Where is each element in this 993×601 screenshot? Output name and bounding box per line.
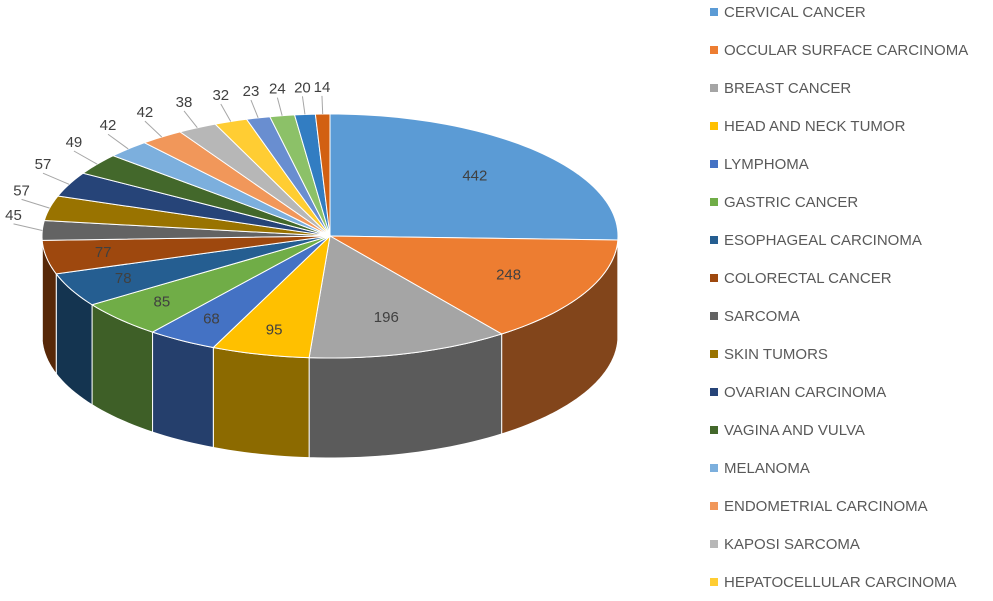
legend-label: BREAST CANCER [724,80,851,97]
pie-leader-line [22,199,50,208]
pie-top [42,114,618,358]
legend-swatch [710,540,718,548]
pie-data-label: 68 [203,311,220,328]
pie-leader-line [108,134,128,149]
legend-swatch [710,578,718,586]
pie-leader-line [251,100,258,118]
legend-label: VAGINA AND VULVA [724,422,865,439]
legend-swatch [710,8,718,16]
legend-label: GASTRIC CANCER [724,194,858,211]
legend-swatch [710,350,718,358]
pie-leader-line [184,111,197,128]
pie-leader-line [14,224,43,231]
pie-data-label: 248 [496,267,521,284]
pie-data-label: 442 [462,168,487,185]
legend-swatch [710,502,718,510]
pie-slice-side [153,332,214,447]
pie-leader-line [43,173,69,184]
legend-label: SARCOMA [724,308,800,325]
pie-data-label: 45 [5,207,22,224]
legend-swatch [710,426,718,434]
legend-label: COLORECTAL CANCER [724,270,892,287]
legend-label: MELANOMA [724,460,810,477]
pie-data-label: 196 [374,309,399,326]
pie-data-label: 85 [154,294,171,311]
legend-label: SKIN TUMORS [724,346,828,363]
pie-leader-line [322,96,323,114]
legend-swatch [710,464,718,472]
legend-swatch [710,198,718,206]
legend-swatch [710,122,718,130]
pie-slice-side [213,348,309,458]
pie-data-label: 95 [266,322,283,339]
legend-swatch [710,236,718,244]
pie-data-label: 78 [115,270,132,287]
legend-swatch [710,46,718,54]
pie-leader-line [302,96,305,114]
pie-data-label: 42 [137,104,154,121]
legend-swatch [710,312,718,320]
pie-leader-line [145,121,162,137]
pie-data-label: 14 [314,79,331,96]
legend-label: HEAD AND NECK TUMOR [724,118,906,135]
pie-data-label: 42 [100,117,117,134]
pie-data-label: 57 [35,156,52,173]
legend: CERVICAL CANCER OCCULAR SURFACE CARCINOMA… [710,4,968,591]
legend-swatch [710,388,718,396]
legend-swatch [710,274,718,282]
legend-label: LYMPHOMA [724,156,809,173]
pie-data-label: 24 [269,81,286,98]
legend-label: OCCULAR SURFACE CARCINOMA [724,42,968,59]
pie-data-label: 49 [66,134,83,151]
pie-data-label: 77 [95,244,112,261]
legend-label: CERVICAL CANCER [724,4,866,21]
legend-label: OVARIAN CARCINOMA [724,384,886,401]
pie-data-label: 32 [212,87,229,104]
pie-leader-line [277,98,282,116]
legend-swatch [710,84,718,92]
pie-data-label: 20 [294,79,311,96]
legend-label: KAPOSI SARCOMA [724,536,860,553]
legend-label: ESOPHAGEAL CARCINOMA [724,232,922,249]
legend-swatch [710,160,718,168]
pie-data-label: 57 [13,182,30,199]
pie-leader-line [74,151,97,164]
pie-data-label: 38 [176,94,193,111]
legend-label: ENDOMETRIAL CARCINOMA [724,498,928,515]
pie-leader-line [221,104,231,121]
pie-data-label: 23 [243,83,260,100]
legend-label: HEPATOCELLULAR CARCINOMA [724,574,957,591]
